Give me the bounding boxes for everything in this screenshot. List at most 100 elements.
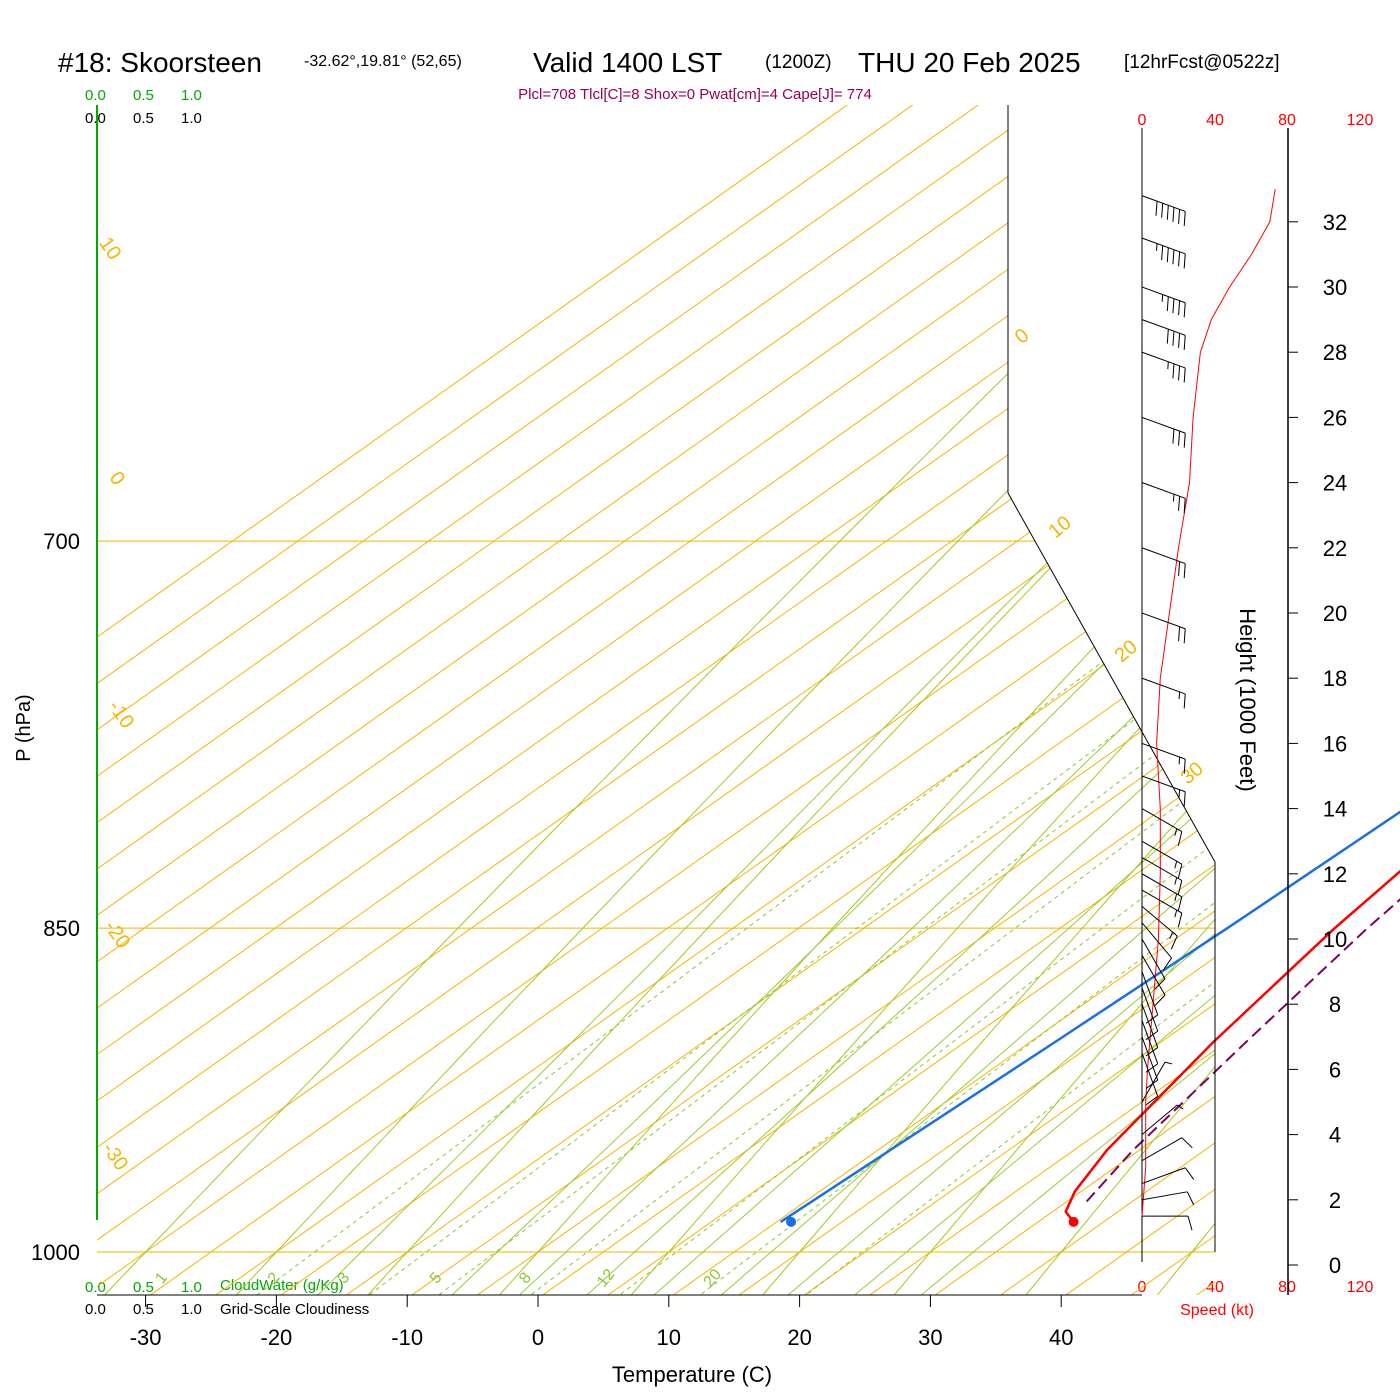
barb-flag	[1183, 302, 1186, 318]
barb-flag	[1183, 563, 1186, 579]
barb-flag	[1145, 1063, 1159, 1073]
barb-staff	[1141, 286, 1186, 304]
speed-bottom-120: 120	[1347, 1279, 1374, 1296]
height-label: 12	[1323, 862, 1347, 887]
isotherm	[1158, 105, 1215, 1295]
barb-staff	[1141, 987, 1159, 1032]
barb-flag	[1178, 300, 1181, 316]
barb-flag	[1145, 1095, 1159, 1106]
x-tick-label: 20	[787, 1325, 811, 1350]
barb-flag	[1183, 498, 1186, 513]
mixing-ratio-line	[384, 105, 1215, 1295]
wind-barb	[1141, 612, 1186, 644]
wind-barb	[1141, 1052, 1159, 1106]
isotherm-label: 10	[95, 233, 126, 264]
barb-staff	[1141, 612, 1186, 630]
height-label: 16	[1323, 731, 1347, 756]
mixing-ratio-line	[555, 105, 1215, 1295]
isotherm-label: 0	[1011, 324, 1034, 348]
wind-barb	[1141, 1167, 1195, 1184]
barb-staff	[1141, 1137, 1183, 1162]
height-label: 0	[1329, 1253, 1341, 1278]
wind-barb	[1141, 286, 1186, 318]
wind-barb	[1141, 1004, 1159, 1057]
x-axis-title: Temperature (C)	[612, 1362, 772, 1387]
isotherm	[97, 105, 1215, 1295]
barb-staff	[1141, 1036, 1159, 1081]
wind-barb	[1141, 677, 1186, 709]
height-label: 26	[1323, 405, 1347, 430]
isotherm	[97, 105, 1215, 1295]
barb-flag	[1183, 433, 1186, 448]
isotherm	[97, 105, 1215, 1295]
barb-flag	[1172, 331, 1175, 346]
isotherm	[570, 105, 1215, 1295]
dry-adiabat	[699, 105, 1215, 1295]
dry-adiabat	[97, 105, 1215, 1295]
wind-barb	[1141, 906, 1178, 950]
barb-staff	[1141, 351, 1186, 369]
barb-flag	[1183, 253, 1186, 269]
frame-right-edge	[1007, 105, 1216, 1252]
isotherm	[243, 105, 1215, 1295]
x-tick-label: -20	[261, 1325, 293, 1350]
isotherm	[97, 105, 1215, 1295]
barb-flag	[1178, 561, 1181, 577]
barb-flag	[1183, 693, 1186, 709]
station-title: #18: Skoorsteen	[58, 47, 262, 78]
barb-half	[1178, 691, 1181, 700]
isotherm-label: 20	[1111, 636, 1142, 667]
wind-barb	[1141, 547, 1186, 579]
dry-adiabat	[1365, 0, 1400, 1368]
barb-flag	[1155, 201, 1158, 216]
barb-flag	[1172, 363, 1175, 379]
barb-flag	[1145, 1079, 1159, 1089]
mixing-ratio-line	[474, 105, 1215, 1295]
speed-scale: 0 40 80 120 0 40 80 120 Speed (kt)	[1138, 112, 1374, 1319]
wind-barb	[1141, 742, 1186, 774]
x-tick-label: 10	[657, 1325, 681, 1350]
isotherm	[373, 105, 1215, 1295]
barb-staff	[1141, 840, 1183, 865]
barb-flag	[1172, 428, 1175, 444]
wind-barb	[1141, 1061, 1173, 1103]
barb-staff	[1141, 742, 1186, 760]
barb-staff	[1141, 677, 1186, 695]
mixing-ratio-label: 20	[701, 1266, 726, 1291]
cloudiness-bottom-0: 0.0	[85, 1301, 106, 1318]
barb-flag	[1178, 333, 1181, 348]
wind-barb	[1141, 922, 1172, 971]
barb-flag	[1187, 1215, 1193, 1231]
wind-barb	[1141, 1104, 1184, 1135]
frame	[96, 105, 1216, 1296]
isotherm	[97, 105, 1215, 1295]
pressure-label: 850	[43, 916, 80, 941]
wind-barb	[1141, 955, 1166, 1006]
barb-staff	[1141, 195, 1186, 212]
isotherm	[97, 105, 1215, 1295]
barb-flag	[1183, 367, 1186, 383]
barb-flag	[1184, 1167, 1195, 1180]
cloudiness-top-2: 1.0	[181, 110, 202, 127]
y-axis-title: P (hPa)	[13, 694, 35, 761]
speed-top-120: 120	[1347, 112, 1374, 129]
barb-half	[1174, 861, 1178, 869]
wind-barb	[1141, 416, 1186, 448]
barb-flag	[1181, 1137, 1193, 1149]
speed-bottom-40: 40	[1206, 1279, 1224, 1296]
speed-profile	[1141, 189, 1276, 1217]
barb-flag	[1177, 864, 1183, 879]
barb-flag	[1183, 791, 1186, 807]
isotherm	[97, 105, 1215, 1295]
barb-staff	[1141, 971, 1159, 1015]
barb-flag	[1172, 207, 1175, 222]
barb-staff	[1141, 1104, 1178, 1135]
wind-barb	[1141, 971, 1159, 1024]
height-label: 32	[1323, 210, 1347, 235]
barb-flag	[1172, 298, 1175, 314]
isotherm	[97, 105, 1215, 1295]
pressure-label: 700	[43, 529, 80, 554]
profiles	[779, 810, 1400, 1227]
barb-half	[1169, 931, 1174, 939]
